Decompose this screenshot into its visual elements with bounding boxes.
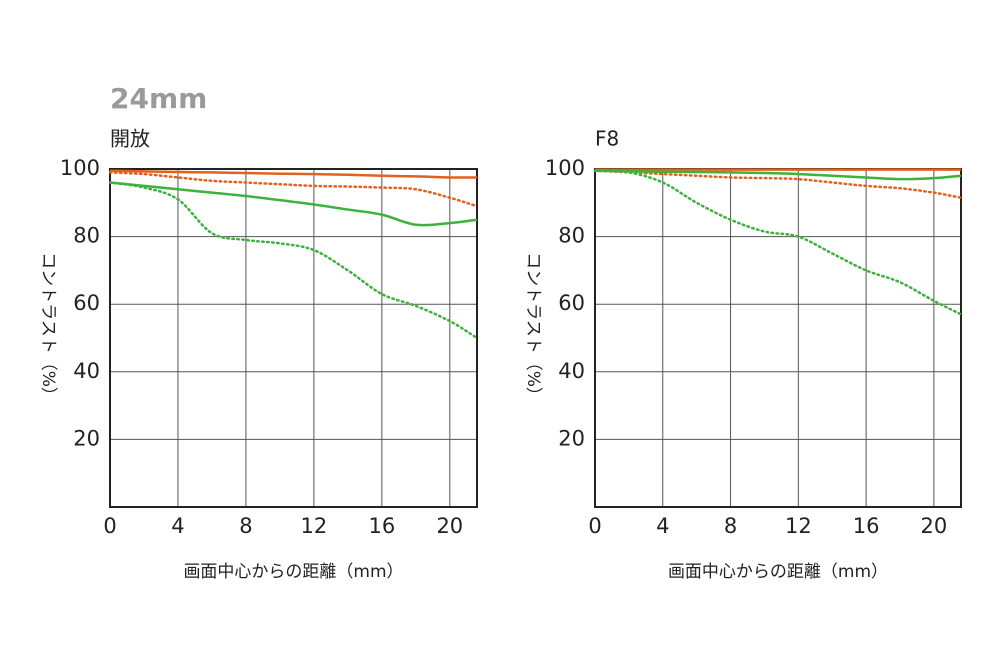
x-tick-label: 8 bbox=[239, 514, 252, 538]
plot-frame bbox=[594, 168, 962, 508]
plot-frame bbox=[109, 168, 478, 508]
mtf-line bbox=[109, 181, 478, 227]
subtitle: F8 bbox=[595, 127, 619, 151]
mtf-line bbox=[593, 169, 963, 316]
y-tick-label: 80 bbox=[558, 224, 585, 248]
x-tick-label: 4 bbox=[171, 514, 184, 538]
mtf-line bbox=[109, 169, 478, 179]
x-tick-label: 8 bbox=[724, 514, 737, 538]
y-axis-label: コントラスト（%） bbox=[523, 252, 543, 404]
y-tick-label: 40 bbox=[73, 359, 100, 383]
chart-title: 24mm bbox=[110, 82, 207, 115]
y-tick-label: 20 bbox=[73, 426, 100, 450]
x-axis-label: 画面中心からの距離（mm） bbox=[668, 562, 888, 582]
x-tick-label: 0 bbox=[588, 514, 601, 538]
y-tick-label: 80 bbox=[73, 224, 100, 248]
y-tick-label: 40 bbox=[558, 359, 585, 383]
x-tick-label: 16 bbox=[368, 514, 395, 538]
mtf-line bbox=[593, 169, 963, 199]
mtf-line bbox=[594, 169, 962, 181]
y-tick-label: 60 bbox=[558, 291, 585, 315]
x-tick-label: 0 bbox=[103, 514, 116, 538]
y-tick-label: 100 bbox=[60, 156, 100, 180]
x-tick-label: 12 bbox=[785, 514, 812, 538]
y-tick-label: 100 bbox=[545, 156, 585, 180]
mtf-line bbox=[108, 171, 479, 208]
x-tick-label: 4 bbox=[656, 514, 669, 538]
y-tick-label: 60 bbox=[73, 291, 100, 315]
x-tick-label: 20 bbox=[436, 514, 463, 538]
x-axis-label: 画面中心からの距離（mm） bbox=[183, 562, 403, 582]
subtitle: 開放 bbox=[110, 127, 150, 151]
x-tick-label: 16 bbox=[853, 514, 880, 538]
mtf-line bbox=[108, 181, 479, 340]
x-tick-label: 12 bbox=[301, 514, 328, 538]
y-tick-label: 20 bbox=[558, 426, 585, 450]
y-axis-label: コントラスト（%） bbox=[38, 252, 58, 404]
x-tick-label: 20 bbox=[921, 514, 948, 538]
